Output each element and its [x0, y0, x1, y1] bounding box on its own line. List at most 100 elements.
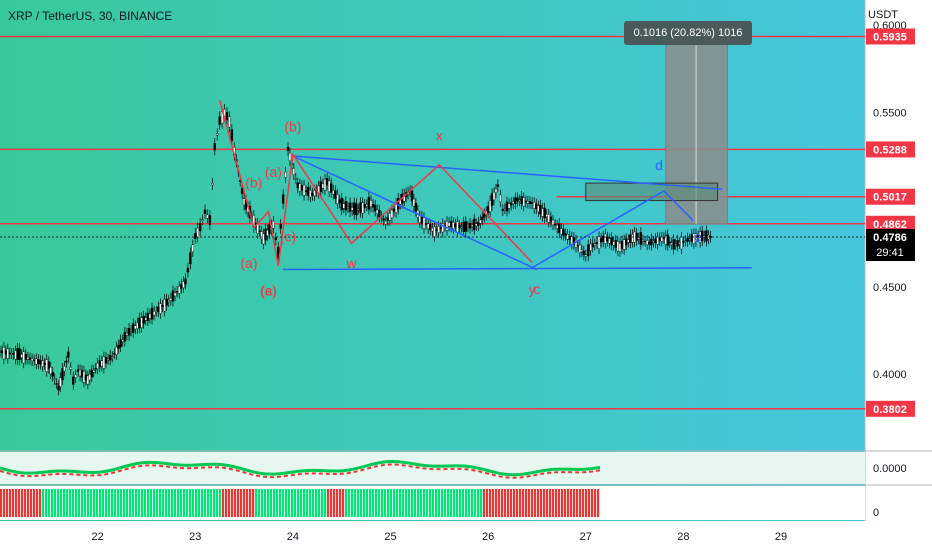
candle-body — [641, 239, 645, 242]
volume-bar — [381, 489, 384, 517]
candle-body — [61, 368, 64, 381]
volume-bar — [504, 489, 507, 517]
volume-bar — [105, 489, 108, 517]
candle-body — [486, 206, 490, 214]
volume-bar — [189, 489, 192, 517]
candle-body — [284, 171, 287, 178]
volume-bar — [447, 489, 450, 517]
price-badge — [866, 215, 915, 232]
candle-body — [175, 291, 179, 293]
candle-body — [148, 313, 152, 319]
volume-bar — [126, 489, 129, 517]
candle-body — [65, 360, 68, 363]
candle-body — [304, 190, 308, 192]
candle-body — [321, 183, 325, 189]
volume-bar — [369, 489, 372, 517]
volume-bar — [183, 489, 186, 517]
candle-body — [690, 234, 693, 242]
volume-bar — [231, 489, 234, 517]
symbol-title[interactable]: XRP / TetherUS, 30, BINANCE — [8, 9, 173, 23]
candle-body — [589, 243, 592, 251]
candles — [0, 104, 712, 396]
candle-body — [292, 168, 296, 175]
candle-body — [88, 373, 92, 381]
candle-body — [516, 197, 519, 202]
volume-bar — [342, 489, 345, 517]
candle-body — [104, 356, 108, 364]
volume-bar — [51, 489, 54, 517]
volume-bar — [462, 489, 465, 517]
volume-bar — [249, 489, 252, 517]
candle-body — [674, 243, 677, 246]
wave-label: (b) — [284, 119, 301, 135]
candle-body — [507, 203, 511, 209]
candle-body — [286, 146, 290, 151]
volume-bar — [444, 489, 447, 517]
trendline-blue — [292, 155, 723, 190]
candle-body — [342, 203, 345, 209]
candle-body — [654, 238, 657, 244]
volume-bar — [522, 489, 525, 517]
candle-body — [668, 241, 671, 244]
volume-bar — [186, 489, 189, 517]
candle-body — [136, 322, 139, 329]
candle-body — [43, 363, 46, 365]
oscillator-line — [0, 459, 601, 477]
candle-body — [45, 359, 48, 372]
candle-body — [225, 112, 229, 121]
volume-bar — [18, 489, 21, 517]
x-tick-label: 25 — [384, 531, 396, 543]
candle-body — [240, 188, 244, 194]
candle-body — [111, 356, 114, 358]
volume-bar — [252, 489, 255, 517]
candle-body — [564, 233, 567, 236]
candle-body — [541, 208, 544, 217]
volume-bar — [222, 489, 225, 517]
candle-body — [108, 354, 112, 361]
volume-bar — [495, 489, 498, 517]
volume-bar — [402, 489, 405, 517]
candle-body — [20, 354, 23, 358]
candle-body — [535, 203, 538, 209]
candle-body — [512, 201, 515, 204]
volume-bar — [135, 489, 138, 517]
candle-body — [55, 383, 58, 385]
candle-body — [637, 237, 640, 240]
candle-body — [213, 143, 216, 151]
volume-bar — [423, 489, 426, 517]
wave-label: (a) — [240, 255, 257, 271]
chart-background — [0, 0, 865, 521]
volume-bar — [486, 489, 489, 517]
candle-body — [100, 360, 104, 367]
volume-bar — [6, 489, 9, 517]
volume-bar — [333, 489, 336, 517]
volume-bar — [276, 489, 279, 517]
candle-body — [532, 202, 536, 209]
wave-label: (c) — [260, 283, 276, 299]
volume-bar — [99, 489, 102, 517]
volume-bar — [108, 489, 111, 517]
wave-label: (a) — [260, 283, 277, 299]
volume-bar — [78, 489, 81, 517]
candle-body — [424, 223, 428, 225]
candle-body — [72, 376, 75, 385]
candle-body — [587, 244, 590, 257]
candle-body — [386, 217, 389, 221]
volume-bar — [312, 489, 315, 517]
candle-body — [6, 348, 10, 359]
volume-bar — [264, 489, 267, 517]
volume-bar — [594, 489, 597, 517]
candle-body — [429, 224, 432, 231]
volume-bar — [57, 489, 60, 517]
volume-bar — [483, 489, 486, 517]
trendline-blue — [283, 267, 752, 271]
candle-body — [447, 222, 451, 227]
volume-bar — [477, 489, 480, 517]
volume-bar — [414, 489, 417, 517]
candle-body — [614, 239, 617, 248]
candle-body — [449, 220, 453, 228]
candle-body — [382, 218, 385, 221]
candle-body — [96, 362, 99, 369]
volume-bar — [288, 489, 291, 517]
